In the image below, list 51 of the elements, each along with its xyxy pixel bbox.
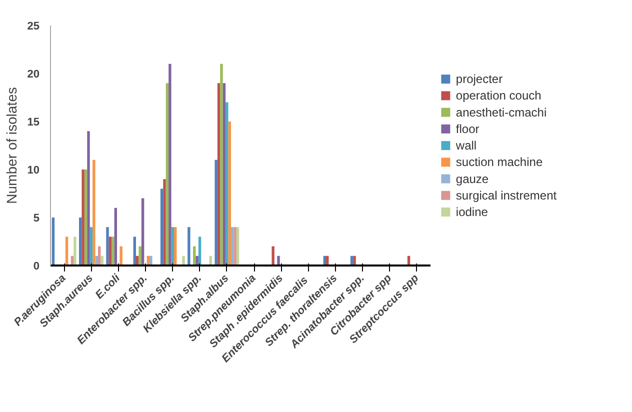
- bar: [166, 83, 169, 266]
- bar: [234, 227, 236, 266]
- legend-label: projecter: [456, 72, 503, 86]
- y-tick-label: 0: [33, 260, 40, 272]
- bar: [150, 256, 152, 266]
- y-tick-label: 20: [27, 68, 40, 80]
- y-axis-title: Number of isolates: [3, 87, 20, 204]
- bar: [141, 198, 144, 266]
- bar: [74, 236, 76, 266]
- y-tick-label: 15: [27, 116, 40, 128]
- bar: [163, 179, 166, 266]
- bar: [106, 227, 109, 266]
- bar: [222, 83, 226, 266]
- bar: [277, 256, 280, 266]
- bar: [182, 256, 185, 266]
- bar: [226, 102, 228, 266]
- bar: [79, 218, 82, 266]
- legend-label: suction machine: [456, 155, 543, 170]
- bar: [236, 227, 240, 266]
- bar: [214, 160, 218, 266]
- legend-label: anestheti-cmachi: [456, 105, 547, 120]
- bar: [87, 131, 90, 266]
- bar: [272, 246, 274, 266]
- legend-label: operation couch: [456, 88, 542, 103]
- bar: [228, 122, 231, 266]
- bar: [168, 64, 172, 266]
- bar: [100, 256, 104, 266]
- bar: [196, 256, 198, 266]
- bar: [174, 227, 177, 266]
- bar: [114, 208, 117, 266]
- y-tick-label: 25: [27, 20, 40, 32]
- legend-label: gauze: [456, 172, 489, 186]
- bar: [188, 227, 190, 266]
- y-tick-label: 10: [27, 164, 40, 176]
- bar: [84, 170, 88, 266]
- bar: [138, 246, 142, 266]
- legend-label: floor: [456, 122, 480, 136]
- bar: [353, 256, 356, 266]
- legend-label: surgical instrement: [456, 188, 558, 202]
- legend-label: wall: [454, 138, 477, 153]
- bar: [82, 170, 84, 266]
- bar: [220, 64, 223, 266]
- bar: [217, 83, 220, 266]
- legend-label: iodine: [456, 205, 488, 220]
- bar: [92, 160, 96, 266]
- bar: [120, 246, 122, 266]
- bar: [160, 188, 164, 266]
- y-tick-label: 5: [33, 212, 40, 224]
- bar: [231, 227, 234, 266]
- bar: [52, 218, 55, 266]
- bar: [112, 236, 114, 266]
